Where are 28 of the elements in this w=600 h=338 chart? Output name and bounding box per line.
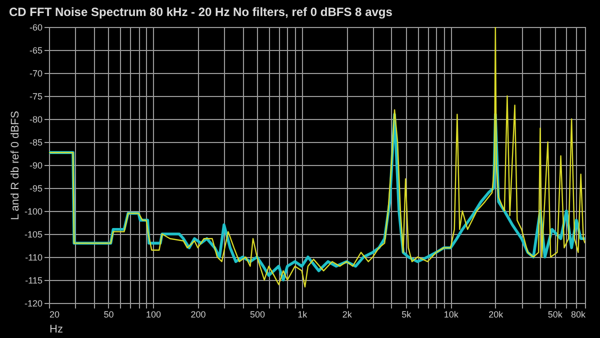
y-tick-label: -85 [29,138,42,148]
y-tick-label: -80 [29,114,42,124]
x-tick-label: 20 [50,310,60,320]
x-axis-title: Hz [50,324,63,336]
y-tick-label: -100 [24,206,42,216]
x-tick-label: 10k [444,310,459,320]
y-tick-label: -75 [29,92,42,102]
x-tick-label: 50 [104,310,114,320]
x-tick-label: 80k [570,310,586,320]
x-tick-label: 1k [298,310,308,320]
y-tick-label: -70 [29,68,42,78]
y-tick-label: -65 [29,46,42,56]
chart-title: CD FFT Noise Spectrum 80 kHz - 20 Hz No filters, ref 0 dBFS 8 avgs [8,5,393,19]
x-tick-label: 2k [342,310,352,320]
y-axis-title: L and R db ref 0 dBFS [9,110,22,220]
x-tick-label: 5k [402,310,412,320]
x-tick-label: 200 [190,310,206,320]
y-tick-label: -105 [24,230,42,240]
y-tick-label: -120 [24,298,42,308]
x-tick-label: 100 [146,310,162,320]
x-tick-label: 20k [488,310,504,320]
y-tick-label: -60 [29,22,42,32]
y-tick-label: -90 [29,160,42,170]
x-tick-label: 500 [250,310,266,320]
y-tick-label: -115 [25,276,42,286]
x-tick-label: 50k [548,310,563,320]
y-tick-label: -95 [29,184,42,194]
y-tick-label: -110 [25,252,42,262]
